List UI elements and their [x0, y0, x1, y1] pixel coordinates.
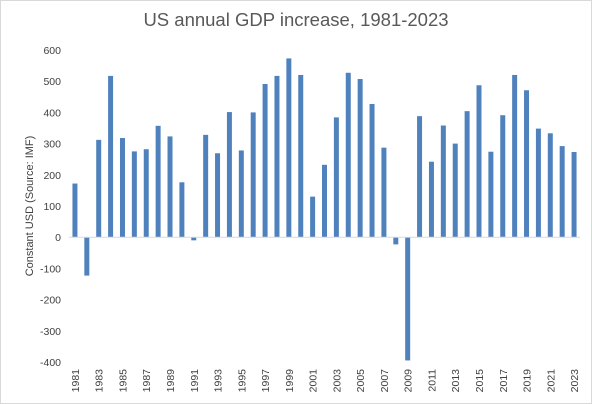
- x-tick-label: 2007: [379, 369, 391, 393]
- bar-2019: [524, 90, 530, 238]
- x-tick-label: 1999: [284, 369, 296, 393]
- y-tick-label: -400: [40, 357, 61, 369]
- x-tick-label: 2019: [522, 369, 534, 393]
- bar-2017: [500, 115, 506, 238]
- x-tick-label: 2017: [498, 369, 510, 393]
- bar-2006: [369, 103, 375, 238]
- bar-1984: [108, 75, 114, 238]
- bar-1988: [155, 125, 161, 238]
- x-tick-label: 1985: [117, 369, 129, 393]
- bar-2012: [440, 125, 446, 238]
- bar-1997: [262, 84, 268, 238]
- bar-1995: [238, 150, 244, 238]
- bar-2015: [476, 85, 482, 238]
- bar-1986: [131, 151, 137, 238]
- bar-1999: [286, 58, 292, 238]
- x-tick-label: 2021: [545, 369, 557, 393]
- bar-2004: [345, 72, 351, 238]
- bar-2023: [571, 152, 577, 238]
- bar-2011: [428, 161, 434, 238]
- x-tick-label: 2003: [331, 369, 343, 393]
- bar-2022: [559, 146, 565, 238]
- x-tick-label: 1987: [141, 369, 153, 393]
- y-tick-label: 100: [43, 201, 61, 213]
- bar-1981: [72, 183, 78, 238]
- bar-2020: [535, 128, 541, 238]
- y-tick-label: -200: [40, 295, 61, 307]
- y-tick-label: 200: [43, 170, 61, 182]
- y-tick-label: 300: [43, 139, 61, 151]
- bar-1990: [179, 182, 185, 238]
- x-tick-label: 2013: [450, 369, 462, 393]
- y-tick-label: 0: [55, 232, 61, 244]
- y-tick-label: -300: [40, 326, 61, 338]
- bar-2013: [452, 143, 458, 238]
- x-tick-label: 2023: [569, 369, 581, 393]
- bar-1994: [226, 112, 232, 238]
- y-tick-label: 400: [43, 107, 61, 119]
- x-tick-label: 2001: [308, 369, 320, 393]
- x-tick-label: 2009: [403, 369, 415, 393]
- bar-2001: [310, 196, 316, 238]
- x-tick-label: 1983: [94, 369, 106, 393]
- x-tick-label: 1981: [70, 369, 82, 393]
- bar-1992: [203, 134, 209, 238]
- bar-2010: [417, 116, 423, 238]
- bar-1982: [84, 237, 90, 276]
- x-tick-label: 1997: [260, 369, 272, 393]
- x-tick-label: 1991: [189, 369, 201, 393]
- bar-2002: [322, 164, 327, 238]
- y-axis-ticks: 600 500 400 300 200 100 0 -100 -200 -300 -400: [40, 45, 61, 369]
- bar-2003: [333, 117, 339, 238]
- bar-1987: [143, 149, 149, 238]
- x-axis-ticks: 1981 1983 1985 1987 1989 1991 1993 1995 1997 1999…: [70, 369, 581, 393]
- bar-2009: [405, 237, 411, 361]
- bar-1996: [250, 112, 256, 238]
- bar-2021: [547, 133, 553, 238]
- bars-group: [72, 58, 577, 361]
- chart-title: US annual GDP increase, 1981-2023: [143, 9, 448, 30]
- bar-2018: [512, 74, 518, 238]
- bar-1989: [167, 136, 173, 238]
- bar-2000: [298, 74, 304, 238]
- bar-1998: [274, 75, 280, 238]
- x-tick-label: 1995: [236, 369, 248, 393]
- x-tick-label: 1993: [213, 369, 225, 393]
- bar-2007: [381, 147, 387, 238]
- bar-1983: [96, 139, 102, 238]
- y-tick-label: 600: [43, 45, 61, 57]
- bar-1991: [191, 237, 197, 241]
- bar-1993: [215, 153, 221, 238]
- y-tick-label: 500: [43, 76, 61, 88]
- y-tick-label: -100: [40, 263, 61, 275]
- bar-2008: [393, 237, 399, 245]
- bar-2016: [488, 151, 494, 238]
- x-tick-label: 2015: [474, 369, 486, 393]
- bar-2005: [357, 79, 363, 238]
- x-tick-label: 2005: [355, 369, 367, 393]
- bar-2014: [464, 111, 470, 238]
- bar-1985: [119, 137, 125, 238]
- x-tick-label: 2011: [426, 369, 438, 392]
- y-axis-label: Constant USD (Source: IMF): [24, 136, 36, 277]
- x-tick-label: 1989: [165, 369, 177, 393]
